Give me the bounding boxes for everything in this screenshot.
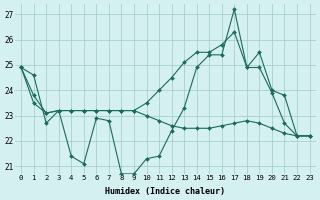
X-axis label: Humidex (Indice chaleur): Humidex (Indice chaleur) [105, 187, 225, 196]
